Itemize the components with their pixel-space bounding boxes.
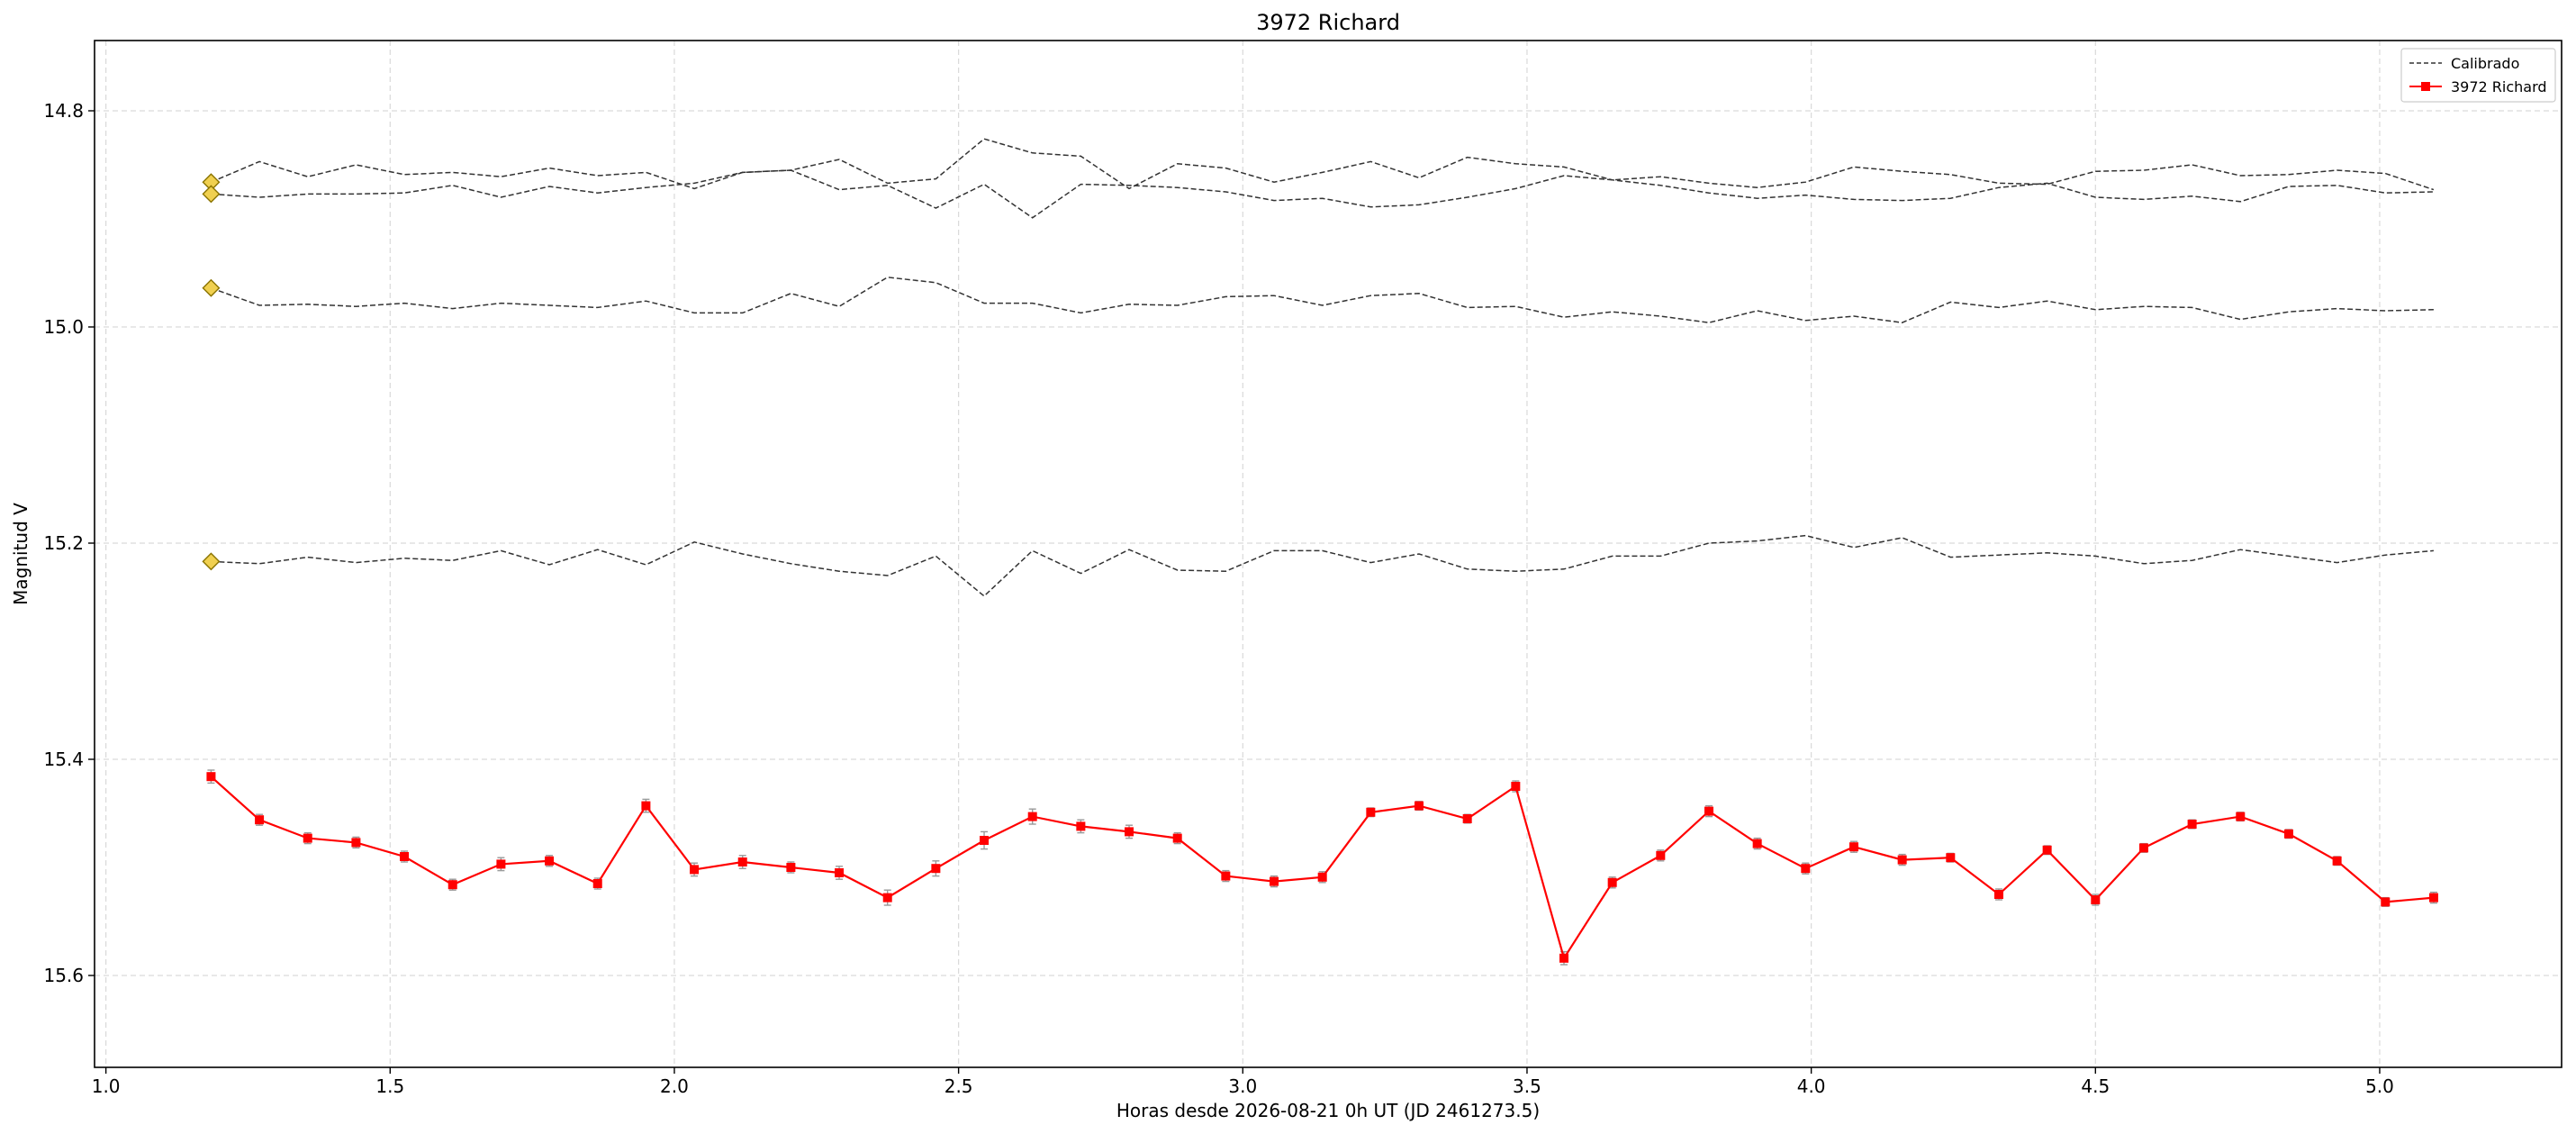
target-point <box>545 856 555 866</box>
target-point <box>206 772 216 782</box>
target-point <box>786 863 796 872</box>
target-point <box>1656 850 1666 860</box>
plot-frame <box>94 40 2562 1068</box>
target-point <box>1607 877 1617 887</box>
x-axis-ticks: 1.0 1.5 2.0 2.5 3.0 3.5 4.0 4.5 5.0 <box>92 1067 2394 1097</box>
x-tick-label: 4.0 <box>1797 1075 1826 1097</box>
legend: Calibrado 3972 Richard <box>2400 48 2556 103</box>
target-point <box>1270 876 1279 886</box>
comparison-series <box>211 138 2435 597</box>
target-point <box>2187 820 2197 829</box>
target-point <box>447 880 457 890</box>
target-point <box>737 857 747 866</box>
target-point <box>2138 843 2148 853</box>
legend-box <box>2400 48 2556 103</box>
x-axis-label: Horas desde 2026-08-21 0h UT (JD 2461273… <box>1116 1100 1540 1121</box>
target-point <box>1027 812 1037 821</box>
target-point <box>2381 897 2391 907</box>
x-tick-label: 5.0 <box>2365 1075 2394 1097</box>
x-tick-label: 2.0 <box>660 1075 689 1097</box>
target-point <box>2236 812 2246 821</box>
target-point <box>2332 856 2342 866</box>
target-point <box>641 801 651 811</box>
y-tick-label: 14.8 <box>43 100 84 122</box>
y-axis-ticks: 14.8 15.0 15.2 15.4 15.6 <box>43 100 95 986</box>
target-point <box>592 879 602 888</box>
legend-target-marker <box>2421 82 2430 91</box>
reference-markers <box>202 173 221 571</box>
target-point <box>1559 953 1569 963</box>
x-tick-label: 1.5 <box>375 1075 404 1097</box>
reference-diamond-marker <box>202 552 221 571</box>
target-point <box>1317 872 1327 882</box>
target-point <box>1076 821 1086 831</box>
grid <box>95 41 2562 1067</box>
reference-diamond-marker <box>202 185 221 204</box>
reference-diamond-marker <box>202 278 221 297</box>
target-point <box>303 833 312 843</box>
chart-title: 3972 Richard <box>1256 10 1400 35</box>
target-point <box>1462 814 1472 823</box>
target-point <box>2091 895 2101 904</box>
target-point <box>496 859 506 869</box>
comparison-line-4 <box>211 534 2434 597</box>
x-tick-label: 4.5 <box>2081 1075 2110 1097</box>
comparison-line-3 <box>211 277 2434 323</box>
x-tick-label: 1.0 <box>92 1075 121 1097</box>
x-tick-label: 3.5 <box>1513 1075 1541 1097</box>
target-point <box>1897 855 1907 865</box>
target-point <box>1993 890 2003 899</box>
legend-target-label: 3972 Richard <box>2451 78 2547 95</box>
x-tick-label: 3.0 <box>1228 1075 1257 1097</box>
target-point <box>255 815 265 825</box>
target-point <box>351 838 361 848</box>
comparison-line-1 <box>211 138 2434 203</box>
target-point <box>1946 853 1956 863</box>
y-tick-label: 15.4 <box>43 748 84 770</box>
y-tick-label: 15.6 <box>43 965 84 986</box>
target-point <box>1848 842 1858 852</box>
target-point <box>690 865 700 875</box>
target-point <box>1704 806 1713 816</box>
target-point <box>835 868 845 877</box>
target-point <box>931 864 941 874</box>
target-point <box>400 852 410 861</box>
y-tick-label: 15.2 <box>43 532 84 554</box>
target-point <box>1752 839 1762 848</box>
target-point <box>2283 829 2293 839</box>
x-tick-label: 2.5 <box>945 1075 973 1097</box>
target-point <box>2428 893 2438 903</box>
target-point <box>1511 782 1521 791</box>
legend-calibrado-label: Calibrado <box>2451 55 2519 72</box>
target-point <box>980 836 990 845</box>
target-point <box>1125 827 1134 837</box>
y-axis-label: Magnitud V <box>10 503 32 605</box>
comparison-line-2 <box>211 164 2435 219</box>
target-point <box>1415 801 1424 811</box>
target-point <box>882 893 892 903</box>
target-point <box>1366 807 1376 817</box>
target-point <box>1172 833 1182 843</box>
target-point <box>1221 871 1231 881</box>
target-point <box>2042 845 2052 855</box>
y-tick-label: 15.0 <box>43 316 84 338</box>
target-point <box>1801 864 1811 874</box>
target-series <box>206 769 2438 966</box>
